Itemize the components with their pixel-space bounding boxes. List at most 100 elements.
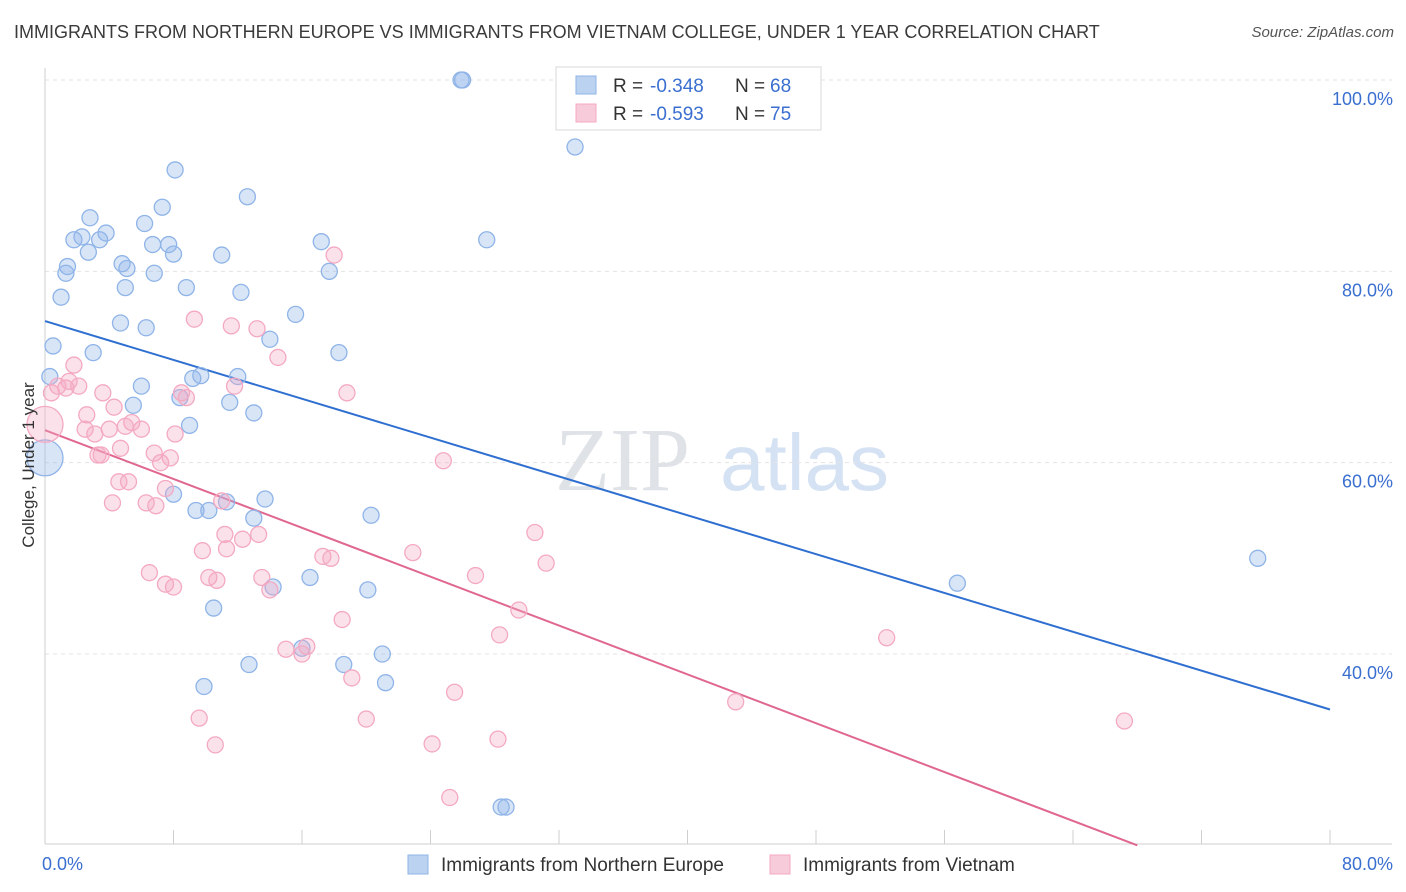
data-point-vietnam xyxy=(537,554,555,572)
bottom-legend: Immigrants from Northern Europe Immigrant… xyxy=(407,854,1015,876)
data-points xyxy=(26,71,1267,816)
data-point-vietnam xyxy=(434,452,453,470)
legend-swatch xyxy=(575,75,597,95)
data-point-northern-europe xyxy=(52,288,70,306)
data-point-vietnam xyxy=(878,629,896,647)
data-point-vietnam xyxy=(357,710,375,728)
legend-r-label: R = xyxy=(613,76,643,97)
data-point-vietnam xyxy=(445,683,464,701)
trend-line-northern-europe xyxy=(44,320,1331,711)
data-point-vietnam xyxy=(164,578,183,596)
data-point-vietnam xyxy=(208,571,226,589)
grid-lines xyxy=(45,79,1392,655)
data-point-vietnam xyxy=(490,626,509,644)
data-point-vietnam xyxy=(86,425,104,443)
data-point-northern-europe xyxy=(1249,549,1267,567)
data-point-northern-europe xyxy=(359,581,377,599)
data-point-northern-europe xyxy=(492,798,510,816)
data-point-vietnam xyxy=(26,405,64,444)
bottom-legend-swatch xyxy=(407,854,429,875)
data-point-vietnam xyxy=(103,494,122,512)
data-point-vietnam xyxy=(190,709,208,727)
data-point-vietnam xyxy=(510,601,528,619)
data-point-northern-europe xyxy=(180,416,199,435)
data-point-northern-europe xyxy=(44,337,62,355)
data-point-vietnam xyxy=(404,543,422,562)
data-point-vietnam xyxy=(253,568,271,587)
data-point-northern-europe xyxy=(453,71,472,89)
trend-line-vietnam xyxy=(44,429,1138,847)
data-point-northern-europe xyxy=(240,655,258,674)
bottom-legend-label: Immigrants from Vietnam xyxy=(803,855,1015,876)
data-point-northern-europe xyxy=(245,509,263,527)
data-point-northern-europe xyxy=(478,231,496,249)
data-point-northern-europe xyxy=(245,404,263,422)
data-point-northern-europe xyxy=(73,228,91,246)
data-point-vietnam xyxy=(338,384,356,402)
data-point-northern-europe xyxy=(232,283,250,302)
data-point-vietnam xyxy=(177,388,196,407)
data-point-vietnam xyxy=(166,425,184,443)
data-point-vietnam xyxy=(78,406,96,424)
data-point-northern-europe xyxy=(111,314,130,332)
data-point-vietnam xyxy=(137,494,155,512)
y-tick-label: 60.0% xyxy=(1342,472,1393,492)
data-point-vietnam xyxy=(217,540,236,558)
legend-r-label: R = xyxy=(613,104,643,125)
data-point-northern-europe xyxy=(205,599,223,617)
data-point-northern-europe xyxy=(143,235,162,254)
data-point-northern-europe xyxy=(229,367,247,386)
data-point-vietnam xyxy=(343,669,361,687)
bottom-legend-label: Immigrants from Northern Europe xyxy=(441,855,724,876)
data-point-northern-europe xyxy=(166,161,184,179)
data-point-vietnam xyxy=(325,246,343,264)
watermark-atlas: atlas xyxy=(720,418,889,507)
data-point-vietnam xyxy=(423,735,441,753)
data-point-northern-europe xyxy=(221,393,239,412)
data-point-vietnam xyxy=(466,566,485,585)
legend-n-label: N = xyxy=(735,104,765,125)
data-point-northern-europe xyxy=(187,501,205,520)
data-point-northern-europe xyxy=(948,574,966,592)
data-point-northern-europe xyxy=(261,330,279,348)
data-point-northern-europe xyxy=(164,245,183,263)
data-point-vietnam xyxy=(727,693,745,711)
data-point-vietnam xyxy=(92,446,110,464)
chart-source: Source: ZipAtlas.com xyxy=(1251,24,1394,41)
y-tick-label: 100.0% xyxy=(1332,89,1393,109)
legend-r-value: -0.593 xyxy=(650,104,704,125)
data-point-vietnam xyxy=(233,530,252,548)
data-point-northern-europe xyxy=(195,677,213,696)
legend-swatch xyxy=(575,103,597,123)
trend-lines xyxy=(44,320,1331,847)
data-point-northern-europe xyxy=(213,246,231,264)
data-point-vietnam xyxy=(185,310,204,328)
data-point-northern-europe xyxy=(135,214,154,233)
data-point-vietnam xyxy=(172,384,191,402)
y-tick-label: 40.0% xyxy=(1342,663,1393,683)
data-point-northern-europe xyxy=(320,262,338,280)
data-point-vietnam xyxy=(222,317,240,335)
data-point-vietnam xyxy=(147,497,165,515)
data-point-northern-europe xyxy=(286,305,305,324)
y-tick-label: 80.0% xyxy=(1342,280,1393,300)
data-point-northern-europe xyxy=(497,798,515,816)
data-point-vietnam xyxy=(132,420,151,438)
x-tick-labels: 0.0% 80.0% xyxy=(42,854,1393,874)
data-point-vietnam xyxy=(161,449,179,467)
data-point-vietnam xyxy=(333,610,351,629)
data-point-northern-europe xyxy=(113,255,131,273)
bottom-legend-swatch xyxy=(769,854,791,875)
data-point-northern-europe xyxy=(301,568,319,587)
data-point-vietnam xyxy=(441,788,459,807)
data-point-northern-europe xyxy=(200,501,218,520)
data-point-northern-europe xyxy=(97,224,115,242)
data-point-vietnam xyxy=(151,454,170,472)
data-point-vietnam xyxy=(298,637,316,655)
data-point-vietnam xyxy=(213,492,231,510)
data-point-northern-europe xyxy=(145,264,163,282)
legend-n-label: N = xyxy=(735,76,765,97)
data-point-vietnam xyxy=(119,473,138,491)
data-point-northern-europe xyxy=(118,259,136,278)
